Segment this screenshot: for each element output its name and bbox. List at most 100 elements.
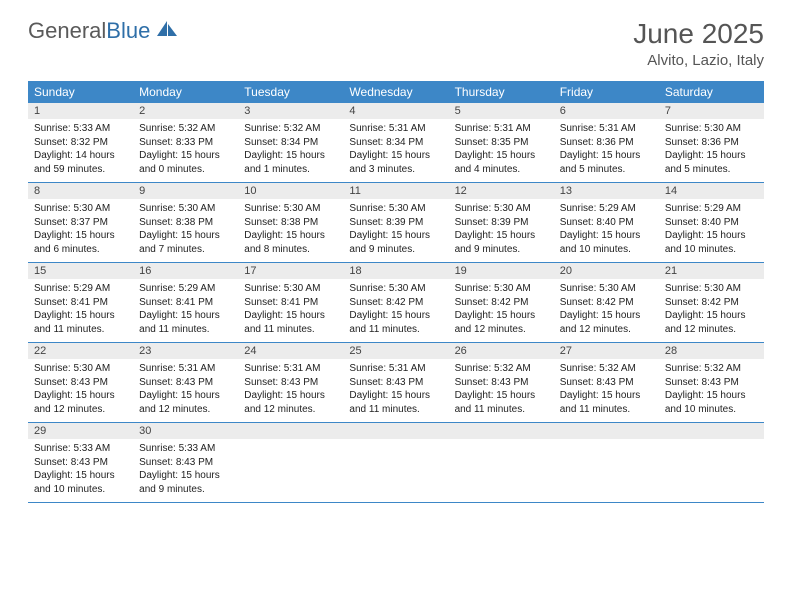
day-details: Sunrise: 5:30 AMSunset: 8:37 PMDaylight:… [28,199,133,256]
daylight-text-1: Daylight: 15 hours [244,229,337,243]
calendar-day: 28Sunrise: 5:32 AMSunset: 8:43 PMDayligh… [659,343,764,422]
day-number: 21 [659,263,764,279]
daylight-text-1: Daylight: 15 hours [244,389,337,403]
sunrise-text: Sunrise: 5:32 AM [560,362,653,376]
calendar-day: 23Sunrise: 5:31 AMSunset: 8:43 PMDayligh… [133,343,238,422]
calendar-day: 24Sunrise: 5:31 AMSunset: 8:43 PMDayligh… [238,343,343,422]
sunset-text: Sunset: 8:38 PM [139,216,232,230]
day-number: 27 [554,343,659,359]
daylight-text-2: and 3 minutes. [349,163,442,177]
day-number: 19 [449,263,554,279]
calendar-day: 16Sunrise: 5:29 AMSunset: 8:41 PMDayligh… [133,263,238,342]
sunset-text: Sunset: 8:41 PM [244,296,337,310]
day-details: Sunrise: 5:33 AMSunset: 8:32 PMDaylight:… [28,119,133,176]
sunrise-text: Sunrise: 5:31 AM [244,362,337,376]
sunset-text: Sunset: 8:43 PM [665,376,758,390]
calendar-day: 12Sunrise: 5:30 AMSunset: 8:39 PMDayligh… [449,183,554,262]
daylight-text-2: and 1 minutes. [244,163,337,177]
day-details: Sunrise: 5:29 AMSunset: 8:40 PMDaylight:… [659,199,764,256]
sunrise-text: Sunrise: 5:30 AM [455,202,548,216]
calendar-week: 29Sunrise: 5:33 AMSunset: 8:43 PMDayligh… [28,423,764,503]
calendar-day: 27Sunrise: 5:32 AMSunset: 8:43 PMDayligh… [554,343,659,422]
sunrise-text: Sunrise: 5:30 AM [244,282,337,296]
daylight-text-1: Daylight: 15 hours [34,309,127,323]
sunrise-text: Sunrise: 5:30 AM [665,282,758,296]
daylight-text-1: Daylight: 15 hours [244,149,337,163]
day-details: Sunrise: 5:32 AMSunset: 8:43 PMDaylight:… [449,359,554,416]
calendar-day: 7Sunrise: 5:30 AMSunset: 8:36 PMDaylight… [659,103,764,182]
calendar-day: 29Sunrise: 5:33 AMSunset: 8:43 PMDayligh… [28,423,133,502]
day-details [659,439,764,489]
day-number: 1 [28,103,133,119]
day-details [449,439,554,489]
daylight-text-2: and 10 minutes. [34,483,127,497]
day-details: Sunrise: 5:30 AMSunset: 8:42 PMDaylight:… [554,279,659,336]
sunset-text: Sunset: 8:43 PM [244,376,337,390]
sunset-text: Sunset: 8:39 PM [349,216,442,230]
sunrise-text: Sunrise: 5:30 AM [455,282,548,296]
day-number: 28 [659,343,764,359]
calendar-day: 22Sunrise: 5:30 AMSunset: 8:43 PMDayligh… [28,343,133,422]
day-details: Sunrise: 5:29 AMSunset: 8:41 PMDaylight:… [133,279,238,336]
day-details: Sunrise: 5:30 AMSunset: 8:39 PMDaylight:… [449,199,554,256]
daylight-text-1: Daylight: 15 hours [455,389,548,403]
calendar-day: 25Sunrise: 5:31 AMSunset: 8:43 PMDayligh… [343,343,448,422]
sunrise-text: Sunrise: 5:32 AM [665,362,758,376]
daylight-text-2: and 12 minutes. [455,323,548,337]
weekday-header: Wednesday [343,81,448,103]
title-block: June 2025 Alvito, Lazio, Italy [633,18,764,69]
day-details: Sunrise: 5:31 AMSunset: 8:43 PMDaylight:… [133,359,238,416]
daylight-text-1: Daylight: 15 hours [455,309,548,323]
daylight-text-1: Daylight: 15 hours [244,309,337,323]
day-details: Sunrise: 5:30 AMSunset: 8:42 PMDaylight:… [343,279,448,336]
day-details: Sunrise: 5:30 AMSunset: 8:36 PMDaylight:… [659,119,764,176]
daylight-text-2: and 11 minutes. [560,403,653,417]
sunset-text: Sunset: 8:40 PM [560,216,653,230]
sunrise-text: Sunrise: 5:29 AM [665,202,758,216]
sunrise-text: Sunrise: 5:30 AM [34,202,127,216]
day-details: Sunrise: 5:29 AMSunset: 8:41 PMDaylight:… [28,279,133,336]
sunset-text: Sunset: 8:42 PM [560,296,653,310]
sunrise-text: Sunrise: 5:33 AM [34,442,127,456]
sunset-text: Sunset: 8:36 PM [560,136,653,150]
brand-logo: GeneralBlue [28,18,180,44]
day-number [449,423,554,439]
daylight-text-2: and 5 minutes. [665,163,758,177]
calendar-day: 20Sunrise: 5:30 AMSunset: 8:42 PMDayligh… [554,263,659,342]
day-number: 26 [449,343,554,359]
calendar-week: 15Sunrise: 5:29 AMSunset: 8:41 PMDayligh… [28,263,764,343]
daylight-text-2: and 11 minutes. [34,323,127,337]
sunset-text: Sunset: 8:43 PM [34,456,127,470]
logo-text-general: General [28,18,106,43]
day-number [238,423,343,439]
sunrise-text: Sunrise: 5:33 AM [139,442,232,456]
sunrise-text: Sunrise: 5:30 AM [560,282,653,296]
day-details: Sunrise: 5:30 AMSunset: 8:42 PMDaylight:… [659,279,764,336]
day-details [554,439,659,489]
day-details: Sunrise: 5:32 AMSunset: 8:33 PMDaylight:… [133,119,238,176]
sunrise-text: Sunrise: 5:30 AM [665,122,758,136]
sunset-text: Sunset: 8:43 PM [455,376,548,390]
daylight-text-1: Daylight: 14 hours [34,149,127,163]
daylight-text-2: and 8 minutes. [244,243,337,257]
daylight-text-2: and 10 minutes. [665,243,758,257]
day-details: Sunrise: 5:32 AMSunset: 8:34 PMDaylight:… [238,119,343,176]
day-details: Sunrise: 5:31 AMSunset: 8:36 PMDaylight:… [554,119,659,176]
day-number: 22 [28,343,133,359]
day-number: 16 [133,263,238,279]
sunrise-text: Sunrise: 5:30 AM [139,202,232,216]
daylight-text-1: Daylight: 15 hours [665,309,758,323]
calendar-day: 1Sunrise: 5:33 AMSunset: 8:32 PMDaylight… [28,103,133,182]
sunset-text: Sunset: 8:42 PM [665,296,758,310]
daylight-text-1: Daylight: 15 hours [139,229,232,243]
day-number: 23 [133,343,238,359]
daylight-text-2: and 59 minutes. [34,163,127,177]
day-number [554,423,659,439]
weekday-header: Thursday [449,81,554,103]
sunrise-text: Sunrise: 5:29 AM [34,282,127,296]
calendar-day [343,423,448,502]
day-details: Sunrise: 5:30 AMSunset: 8:41 PMDaylight:… [238,279,343,336]
day-number: 25 [343,343,448,359]
day-details: Sunrise: 5:32 AMSunset: 8:43 PMDaylight:… [659,359,764,416]
day-details [238,439,343,489]
